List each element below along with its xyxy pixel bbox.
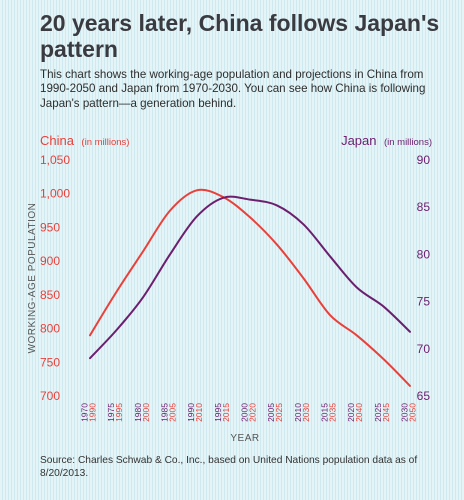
x-tick-label-china: 2020 xyxy=(248,403,258,422)
japan-series-line xyxy=(89,195,411,360)
x-tick-label-china: 2010 xyxy=(194,403,204,422)
x-tick-label-china: 1990 xyxy=(88,403,98,422)
x-tick-label-china: 2000 xyxy=(141,403,151,422)
x-tick-label-china: 2025 xyxy=(274,403,284,422)
x-tick-label-japan: 1990 xyxy=(186,403,196,422)
x-tick-label-japan: 2030 xyxy=(400,403,410,422)
japan-axis-name: Japan xyxy=(341,133,376,148)
x-tick-label-china: 2030 xyxy=(301,403,311,422)
left-tick-label: 850 xyxy=(40,288,60,302)
right-tick-label: 85 xyxy=(417,200,431,214)
left-tick-label: 950 xyxy=(40,220,60,234)
x-tick-label-japan: 2025 xyxy=(373,403,383,422)
x-tick-label-japan: 1980 xyxy=(133,403,143,422)
x-tick-label-japan: 2010 xyxy=(293,403,303,422)
y-axis-label: WORKING-AGE POPULATION xyxy=(27,203,38,354)
right-tick-label: 80 xyxy=(417,247,431,261)
right-axis-ticks: 90 85 80 75 70 65 xyxy=(417,153,431,403)
left-tick-label: 750 xyxy=(40,355,60,369)
x-tick-label-china: 2005 xyxy=(168,403,178,422)
china-axis-header: China (in millions) xyxy=(40,132,129,149)
x-tick-label-china: 2045 xyxy=(381,403,391,422)
china-series-line xyxy=(89,188,411,387)
right-tick-label: 65 xyxy=(417,389,431,403)
china-axis-unit: (in millions) xyxy=(81,137,129,148)
right-tick-label: 70 xyxy=(417,342,431,356)
x-tick-label-japan: 1970 xyxy=(80,403,90,422)
left-tick-label: 1,000 xyxy=(40,187,70,201)
japan-axis-header: Japan (in millions) xyxy=(341,132,432,149)
x-tick-label-china: 2040 xyxy=(354,403,364,422)
x-tick-label-japan: 1975 xyxy=(106,403,116,422)
right-tick-label: 75 xyxy=(417,295,431,309)
x-tick-label-china: 2050 xyxy=(408,403,418,422)
x-axis-label: YEAR xyxy=(230,433,259,444)
x-tick-label-china: 1995 xyxy=(114,403,124,422)
left-tick-label: 800 xyxy=(40,322,60,336)
left-axis-ticks: 1,050 1,000 950 900 850 800 750 700 xyxy=(40,153,70,403)
x-tick-label-japan: 2020 xyxy=(346,403,356,422)
series-lines xyxy=(89,188,411,387)
x-tick-label-china: 2015 xyxy=(221,403,231,422)
chart-title: 20 years later, China follows Japan's pa… xyxy=(40,10,440,62)
right-tick-label: 90 xyxy=(417,153,431,167)
china-axis-name: China xyxy=(40,133,75,148)
x-tick-label-china: 2035 xyxy=(328,403,338,422)
x-tick-label-japan: 2005 xyxy=(266,403,276,422)
x-tick-label-japan: 2015 xyxy=(320,403,330,422)
japan-axis-unit: (in millions) xyxy=(384,137,432,148)
x-tick-label-japan: 1995 xyxy=(213,403,223,422)
source-note: Source: Charles Schwab & Co., Inc., base… xyxy=(40,455,418,479)
x-tick-label-japan: 1985 xyxy=(160,403,170,422)
left-tick-label: 900 xyxy=(40,254,60,268)
left-tick-label: 700 xyxy=(40,389,60,403)
x-tick-label-japan: 2000 xyxy=(240,403,250,422)
chart-subtitle: This chart shows the working-age populat… xyxy=(40,68,426,110)
left-tick-label: 1,050 xyxy=(40,153,70,167)
